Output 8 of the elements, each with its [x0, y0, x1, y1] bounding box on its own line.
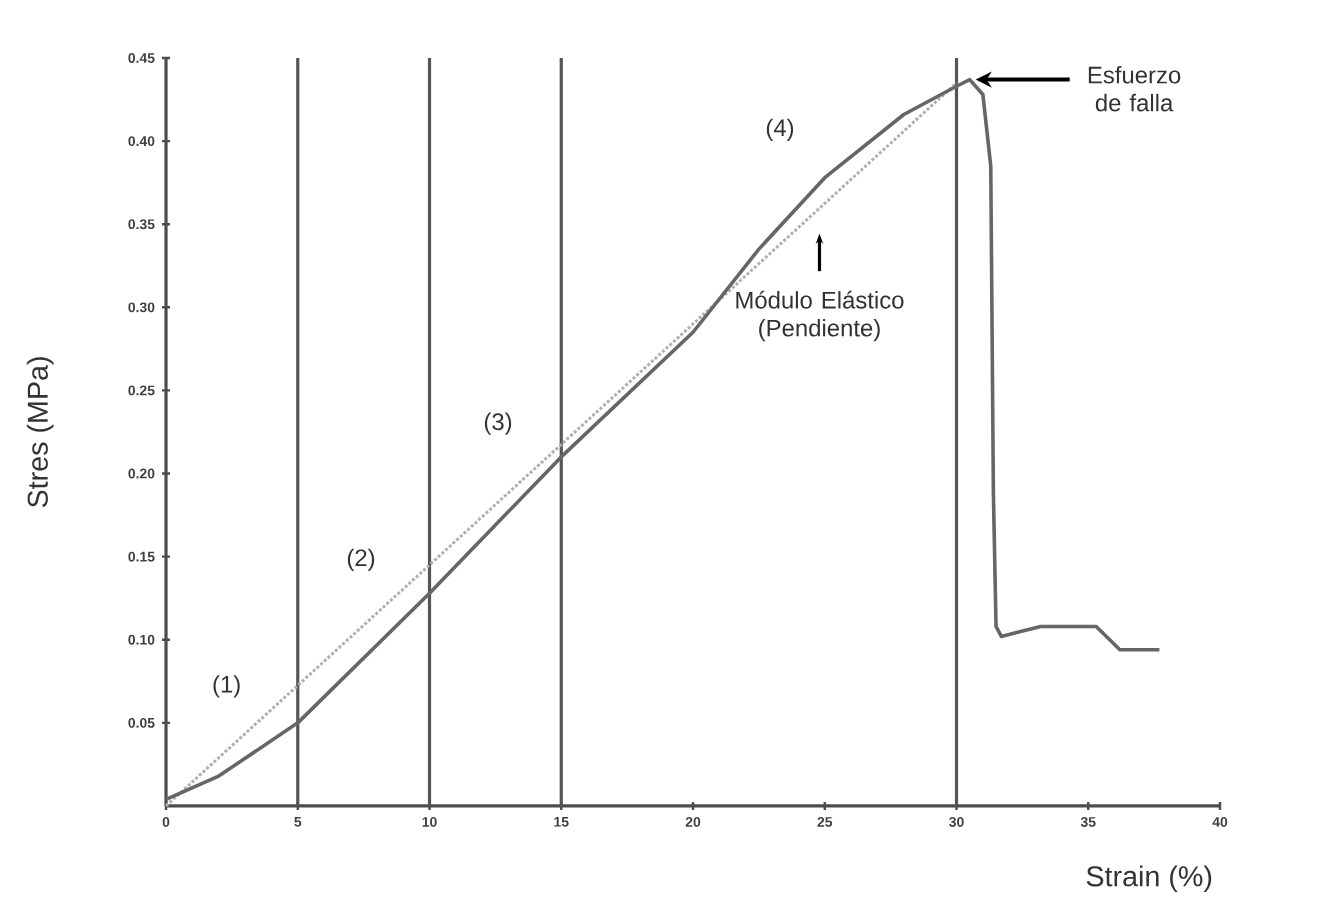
- x-axis-title: Strain (%): [1086, 865, 1212, 893]
- annotation: (4): [766, 118, 794, 141]
- annotation: (1): [213, 675, 240, 698]
- annotation: Módulo Elástico (Pendiente): [736, 290, 904, 342]
- annotation: Esfuerzo de falla: [1088, 65, 1181, 112]
- annotation: (2): [347, 548, 375, 572]
- y-axis-title: Stres (MPa): [26, 357, 54, 508]
- annotation: (3): [484, 412, 512, 435]
